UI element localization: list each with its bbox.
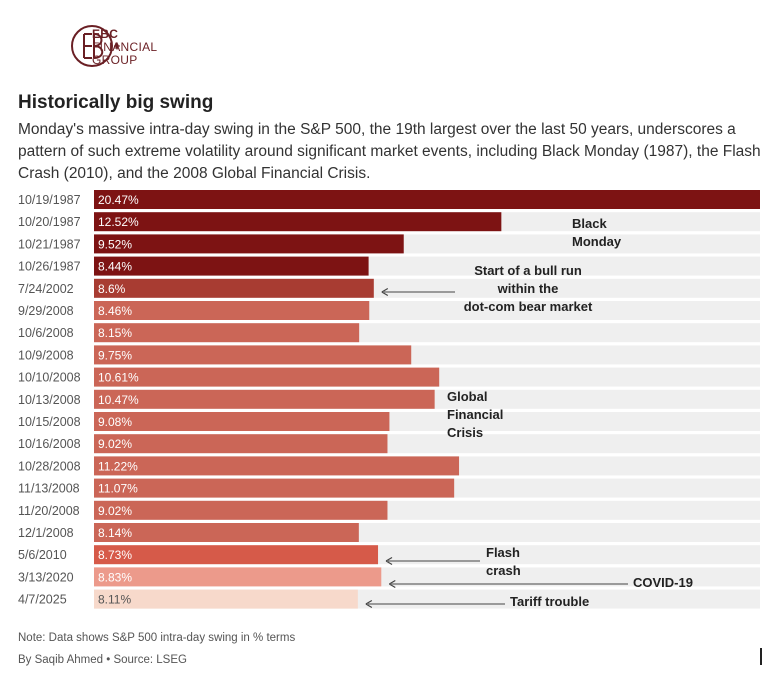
arrow-head xyxy=(365,599,373,609)
data-label: 12.52% xyxy=(98,215,139,229)
data-label: 9.75% xyxy=(98,348,132,362)
category-label: 10/9/2008 xyxy=(18,348,74,362)
bar-4/7/2025 xyxy=(94,589,358,609)
annotation-text: Start of a bull run xyxy=(474,263,582,278)
category-label: 10/21/1987 xyxy=(18,237,81,251)
text-cursor xyxy=(760,648,762,665)
data-label: 8.46% xyxy=(98,304,132,318)
bar-10/16/2008 xyxy=(94,434,388,454)
bar-10/10/2008 xyxy=(94,367,440,387)
category-label: 10/13/2008 xyxy=(18,393,81,407)
data-label: 9.02% xyxy=(98,437,132,451)
bar-10/9/2008 xyxy=(94,345,412,365)
category-label: 3/13/2020 xyxy=(18,570,74,584)
annotation-text: Crisis xyxy=(447,425,483,440)
data-label: 10.47% xyxy=(98,393,139,407)
category-label: 5/6/2010 xyxy=(18,548,67,562)
data-label: 20.47% xyxy=(98,193,139,207)
brand-line-3: GROUP xyxy=(92,53,138,67)
annotation-text: COVID-19 xyxy=(633,575,693,590)
bar-9/29/2008 xyxy=(94,301,370,320)
data-label: 8.73% xyxy=(98,548,132,562)
annotation-text: Monday xyxy=(572,234,622,249)
data-label: 9.08% xyxy=(98,415,132,429)
data-label: 8.14% xyxy=(98,526,132,540)
category-label: 11/13/2008 xyxy=(18,482,80,496)
data-label: 8.15% xyxy=(98,326,132,340)
annotation-text: within the xyxy=(497,281,559,296)
annotation-text: Black xyxy=(572,216,607,231)
annotation-text: crash xyxy=(486,563,521,578)
category-label: 10/10/2008 xyxy=(18,371,81,385)
category-label: 7/24/2002 xyxy=(18,282,74,296)
brand-line-2: FINANCIAL xyxy=(92,40,158,54)
bar-10/6/2008 xyxy=(94,323,360,343)
bar-10/20/1987 xyxy=(94,212,502,232)
bar-11/20/2008 xyxy=(94,500,388,520)
category-label: 12/1/2008 xyxy=(18,526,74,540)
category-label: 4/7/2025 xyxy=(18,593,67,607)
data-label: 11.07% xyxy=(98,482,138,496)
category-label: 9/29/2008 xyxy=(18,304,74,318)
data-label: 8.44% xyxy=(98,260,132,274)
bar-7/24/2002 xyxy=(94,278,374,298)
bar-11/13/2008 xyxy=(94,478,455,498)
brand-line-1: EBC xyxy=(92,27,119,41)
annotation-text: Global xyxy=(447,389,487,404)
arrow-head xyxy=(385,556,393,566)
bar-12/1/2008 xyxy=(94,523,359,542)
bar-10/21/1987 xyxy=(94,234,404,254)
data-label: 10.61% xyxy=(98,371,139,385)
bar-10/15/2008 xyxy=(94,412,390,431)
annotation-text: dot-com bear market xyxy=(464,299,593,314)
annotation-text: Financial xyxy=(447,407,503,422)
annotation-text: Tariff trouble xyxy=(510,594,589,609)
category-label: 10/19/1987 xyxy=(18,193,81,207)
annotation-text: Flash xyxy=(486,545,520,560)
data-label: 8.11% xyxy=(98,593,131,607)
bar-10/28/2008 xyxy=(94,456,460,476)
category-label: 10/20/1987 xyxy=(18,215,81,229)
category-label: 10/15/2008 xyxy=(18,415,81,429)
chart-subtitle: Monday's massive intra-day swing in the … xyxy=(18,121,761,182)
category-label: 11/20/2008 xyxy=(18,504,80,518)
data-label: 8.6% xyxy=(98,282,126,296)
bar-chart: 10/19/1987 20.47% 10/20/1987 12.52% 10/21/19… xyxy=(18,190,760,609)
category-label: 10/26/1987 xyxy=(18,260,81,274)
brand-name: EBC FINANCIAL GROUP xyxy=(92,28,157,67)
bar-5/6/2010 xyxy=(94,545,379,565)
bar-3/13/2020 xyxy=(94,567,382,587)
category-label: 10/16/2008 xyxy=(18,437,81,451)
category-label: 10/28/2008 xyxy=(18,459,81,473)
bar-10/13/2008 xyxy=(94,389,435,409)
chart-title: Historically big swing xyxy=(18,92,214,113)
data-label: 8.83% xyxy=(98,570,132,584)
data-label: 9.52% xyxy=(98,237,132,251)
data-label: 9.02% xyxy=(98,504,132,518)
data-label: 11.22% xyxy=(98,459,138,473)
arrow-head xyxy=(388,579,396,589)
ebc-logo xyxy=(71,25,120,67)
category-label: 10/6/2008 xyxy=(18,326,74,340)
arrow-head xyxy=(381,287,389,297)
bar-10/26/1987 xyxy=(94,256,369,276)
chart-byline: By Saqib Ahmed • Source: LSEG xyxy=(18,654,187,666)
bar-10/19/1987 xyxy=(94,190,760,209)
chart-note: Note: Data shows S&P 500 intra-day swing… xyxy=(18,632,296,644)
